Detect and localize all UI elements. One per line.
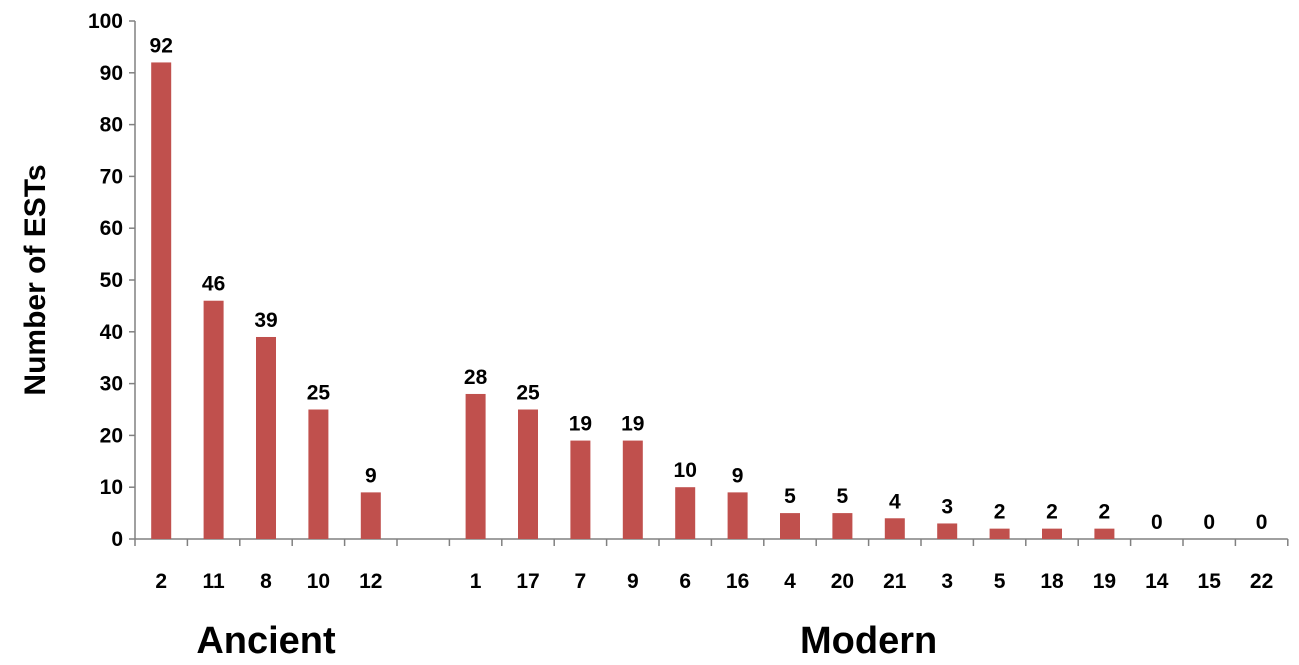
y-tick-label: 10	[100, 476, 123, 499]
bar	[1094, 528, 1115, 539]
x-tick-label: 6	[679, 570, 691, 593]
bar	[203, 300, 224, 539]
x-tick-label: 18	[1040, 570, 1064, 593]
bar-value-label: 5	[784, 485, 796, 508]
y-tick-label: 0	[111, 528, 123, 551]
bar	[622, 440, 643, 539]
bar	[937, 523, 958, 539]
bar-value-label: 19	[621, 413, 644, 436]
bar	[832, 513, 853, 539]
y-tick-label: 40	[100, 321, 123, 344]
x-tick-label: 20	[831, 570, 854, 593]
group-label: Ancient	[196, 620, 336, 662]
x-tick-label: 8	[260, 570, 272, 593]
bar	[256, 336, 276, 539]
bar-value-label: 10	[674, 459, 697, 482]
bar-value-label: 4	[889, 490, 901, 513]
bar-value-label: 46	[202, 273, 225, 296]
y-tick-label: 100	[88, 10, 123, 33]
bar	[780, 513, 800, 539]
y-tick-label: 80	[100, 114, 123, 137]
bar-value-label: 2	[1099, 501, 1111, 524]
x-tick-label: 22	[1250, 570, 1273, 593]
bar-value-label: 2	[1046, 501, 1058, 524]
bar-value-label: 28	[464, 366, 488, 389]
x-tick-label: 15	[1198, 570, 1222, 593]
y-tick-label: 60	[100, 217, 123, 240]
y-tick-label: 70	[100, 165, 123, 188]
bar-value-label: 39	[254, 309, 277, 332]
bar-value-label: 0	[1256, 511, 1268, 534]
bar-value-label: 0	[1203, 511, 1215, 534]
bar-value-label: 92	[150, 34, 173, 57]
bar-value-label: 25	[307, 382, 331, 405]
bar	[151, 62, 172, 539]
x-tick-label: 2	[155, 570, 167, 593]
bar	[465, 393, 486, 539]
bar-value-label: 9	[365, 464, 377, 487]
y-tick-label: 50	[100, 269, 123, 292]
group-label: Modern	[800, 620, 937, 662]
bar-value-label: 3	[941, 495, 953, 518]
bar-value-label: 2	[994, 501, 1006, 524]
x-tick-label: 16	[726, 570, 749, 593]
x-tick-label: 9	[627, 570, 639, 593]
x-tick-label: 21	[883, 570, 907, 593]
x-tick-label: 4	[784, 570, 796, 593]
x-tick-label: 14	[1145, 570, 1169, 593]
bar	[518, 409, 538, 539]
bar	[727, 492, 748, 539]
x-tick-label: 3	[941, 570, 953, 593]
x-tick-label: 12	[359, 570, 382, 593]
x-tick-label: 10	[307, 570, 330, 593]
y-tick-label: 30	[100, 373, 123, 396]
y-axis-label: Number of ESTs	[19, 164, 52, 395]
bar	[308, 409, 329, 539]
x-tick-label: 1	[470, 570, 482, 593]
x-tick-label: 19	[1093, 570, 1116, 593]
bar	[884, 518, 905, 539]
bar	[1042, 528, 1062, 539]
bar-value-label: 25	[516, 382, 540, 405]
y-tick-label: 20	[100, 424, 123, 447]
x-tick-label: 7	[575, 570, 587, 593]
x-tick-label: 17	[516, 570, 539, 593]
x-tick-label: 5	[994, 570, 1006, 593]
bar-value-label: 5	[837, 485, 849, 508]
bar-value-label: 0	[1151, 511, 1163, 534]
bar	[989, 528, 1010, 539]
y-tick-label: 90	[100, 62, 123, 85]
x-tick-label: 11	[202, 570, 225, 593]
bar-value-label: 9	[732, 464, 744, 487]
bar	[675, 487, 696, 539]
bar-value-label: 19	[569, 413, 592, 436]
bar	[360, 492, 381, 539]
bar	[570, 440, 591, 539]
